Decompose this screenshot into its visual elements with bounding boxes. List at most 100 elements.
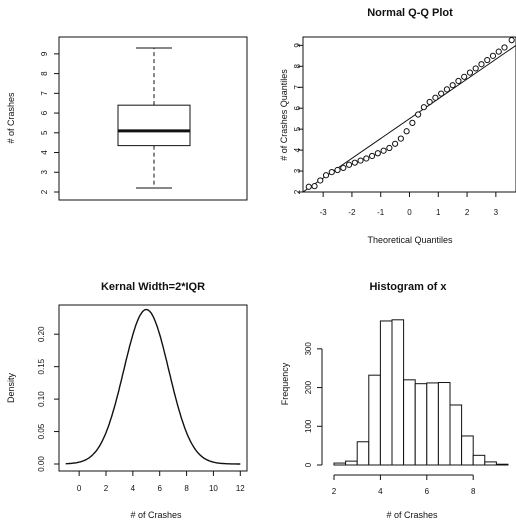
qq-point — [420, 104, 427, 111]
x-axis-label: # of Crashes — [130, 510, 182, 520]
chart-title: Histogram of x — [369, 281, 447, 293]
qq-point — [501, 44, 508, 51]
x-tick-label: 4 — [378, 487, 383, 496]
axis-ticks: -3 -2 -1 0 1 2 3 2 3 4 5 6 7 8 9 — [293, 43, 499, 217]
x-tick-label: 6 — [425, 487, 430, 496]
boxplot-panel: # of Crashes 2 3 4 5 6 7 8 9 — [6, 36, 248, 201]
y-axis-label: # of Crashes — [6, 92, 16, 144]
qq-point — [461, 73, 468, 80]
qq-point — [466, 69, 474, 76]
histogram-bar — [333, 462, 347, 466]
x-tick-label: 1 — [436, 208, 441, 217]
y-tick-label: 3 — [40, 169, 49, 174]
x-axis-label: Theoretical Quantiles — [367, 235, 453, 245]
histogram-bar — [484, 461, 497, 466]
qq-point — [508, 37, 515, 44]
y-tick-label: 0.05 — [37, 423, 46, 439]
histogram-bar — [461, 435, 474, 466]
y-axis-label: Density — [6, 372, 16, 403]
histogram-bar — [356, 441, 370, 466]
qq-point — [368, 152, 376, 160]
y-tick-label: 200 — [304, 380, 313, 394]
qq-point — [386, 144, 393, 152]
chart-title: Kernal Width=2*IQR — [101, 281, 205, 293]
qq-point — [317, 177, 324, 184]
y-tick-label: 2 — [293, 189, 302, 194]
histogram-bar — [368, 374, 381, 466]
x-tick-label: -2 — [348, 208, 356, 217]
y-tick-label: 3 — [293, 168, 302, 173]
qq-points — [302, 37, 516, 193]
qq-point — [438, 90, 445, 97]
y-tick-label: 8 — [293, 64, 302, 69]
y-tick-label: 4 — [40, 150, 49, 155]
qq-point — [472, 65, 479, 72]
y-ticks: 2 3 4 5 6 7 8 9 — [40, 51, 59, 194]
y-tick-label: 6 — [293, 105, 302, 110]
histogram-bar — [495, 463, 509, 466]
qq-point — [403, 128, 410, 135]
x-tick-label: 10 — [209, 484, 218, 493]
x-tick-label: 2 — [104, 484, 109, 493]
y-tick-label: 9 — [40, 51, 49, 56]
qq-point — [311, 183, 318, 190]
y-tick-label: 0 — [304, 462, 313, 467]
qq-point — [351, 159, 358, 166]
qq-point — [357, 157, 364, 164]
qq-point — [484, 56, 491, 64]
iqr-box — [117, 104, 191, 147]
x-tick-label: 8 — [184, 484, 189, 493]
qq-point — [478, 61, 485, 68]
y-tick-label: 0.00 — [37, 456, 46, 472]
x-tick-label: 2 — [465, 208, 470, 217]
y-axis-label: Frequency — [280, 362, 290, 405]
qq-point — [432, 94, 439, 101]
x-tick-label: 8 — [471, 487, 476, 496]
qq-point — [374, 150, 381, 157]
histogram-bar — [449, 404, 463, 466]
qq-point — [392, 140, 399, 147]
qq-point — [397, 135, 404, 142]
y-tick-label: 4 — [293, 147, 302, 152]
histogram-bar — [379, 320, 393, 466]
y-tick-label: 5 — [40, 130, 49, 135]
qq-point — [426, 98, 433, 106]
histogram-bar — [437, 382, 451, 466]
x-tick-label: 12 — [236, 484, 245, 493]
y-tick-label: 0.15 — [37, 358, 46, 374]
qq-point — [443, 86, 451, 93]
plot-frame — [58, 36, 248, 201]
box-elements — [117, 47, 191, 189]
qq-point — [340, 164, 347, 172]
y-tick-label: 0.20 — [37, 326, 46, 342]
x-tick-label: 4 — [131, 484, 136, 493]
histogram-bar — [403, 379, 416, 466]
qq-point — [449, 82, 456, 89]
density-line — [65, 308, 241, 465]
histogram-bar — [472, 454, 486, 466]
y-tick-label: 0.10 — [37, 391, 46, 407]
qq-point — [415, 111, 422, 118]
x-tick-label: -1 — [377, 208, 385, 217]
x-tick-label: -3 — [320, 208, 328, 217]
histogram-bar — [391, 319, 405, 466]
histogram-bars — [333, 319, 509, 466]
qq-point — [305, 183, 312, 190]
axis-ticks: 2 4 6 8 0 100 200 300 — [304, 342, 476, 496]
y-tick-label: 7 — [40, 91, 49, 96]
y-tick-label: 2 — [40, 189, 49, 194]
y-tick-label: 8 — [40, 71, 49, 76]
x-axis-label: # of Crashes — [386, 510, 438, 520]
chart-title: Normal Q-Q Plot — [367, 7, 453, 19]
y-tick-label: 7 — [293, 84, 302, 89]
axis-ticks: 0 2 4 6 8 10 12 0.00 0.05 0.10 0.15 0.20 — [37, 326, 245, 493]
qq-point — [322, 172, 330, 179]
qq-point — [328, 169, 335, 176]
x-tick-label: 2 — [332, 487, 337, 496]
density-panel: Kernal Width=2*IQR Density # of Crashes … — [6, 281, 248, 520]
x-tick-label: 3 — [494, 208, 499, 217]
y-axis-label: # of Crashes Quantiles — [279, 69, 289, 161]
y-tick-label: 100 — [304, 419, 313, 433]
x-tick-label: 0 — [407, 208, 412, 217]
x-tick-label: 0 — [77, 484, 82, 493]
